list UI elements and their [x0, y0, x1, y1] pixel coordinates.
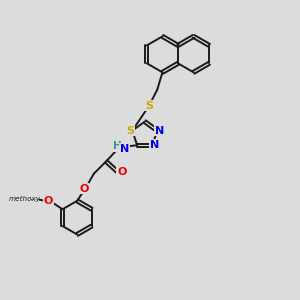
Text: S: S — [126, 126, 134, 136]
Text: N: N — [120, 144, 129, 154]
Text: N: N — [155, 126, 164, 136]
Text: N: N — [150, 140, 159, 150]
Text: methoxy: methoxy — [9, 196, 41, 202]
Text: O: O — [117, 167, 126, 177]
Text: O: O — [79, 184, 88, 194]
Text: methoxy: methoxy — [31, 198, 37, 200]
Text: H: H — [113, 141, 122, 151]
Text: O: O — [44, 196, 53, 206]
Text: S: S — [145, 101, 153, 111]
